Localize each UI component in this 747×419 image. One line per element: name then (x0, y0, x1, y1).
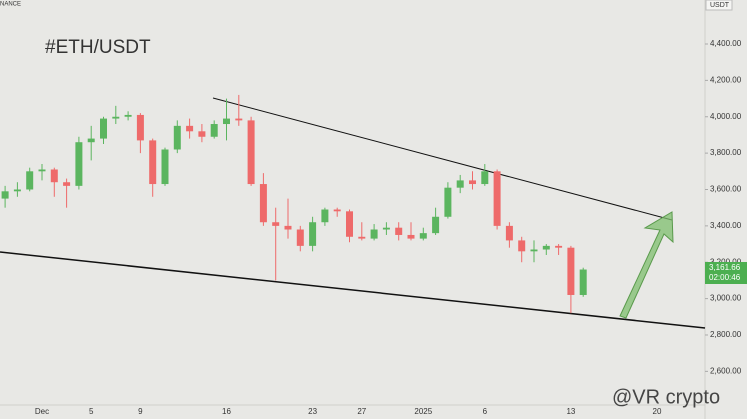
candle-body (272, 222, 280, 226)
candle-body (13, 189, 21, 192)
candle-body (112, 116, 120, 119)
candle-body (186, 125, 194, 132)
candle-body (50, 169, 58, 183)
y-tick-label: 4,400.00 (710, 39, 742, 48)
candle-body (567, 247, 575, 295)
x-tick-label: Dec (35, 407, 49, 416)
y-tick-label: 3,200.00 (710, 257, 742, 266)
candle-body (309, 222, 317, 246)
candle-body (198, 131, 206, 137)
x-tick-label: 2025 (414, 407, 432, 416)
candle-body (296, 229, 304, 246)
candle-body (395, 227, 403, 235)
candle-body (100, 118, 107, 139)
candle-body (149, 140, 157, 185)
x-tick-label: 23 (308, 407, 317, 416)
x-tick-label: 16 (222, 407, 231, 416)
trend-line-upper (212, 97, 673, 221)
candle-body (530, 249, 538, 252)
candle-body (481, 171, 489, 185)
x-tick-label: 20 (653, 407, 662, 416)
y-tick-label: 3,800.00 (710, 148, 742, 157)
candle-body (210, 124, 218, 137)
y-tick-label: 2,600.00 (710, 366, 742, 375)
candle-body (173, 125, 181, 150)
candle-body (505, 225, 513, 241)
last-price: 3,161.66 (709, 263, 741, 272)
candle-body (124, 114, 132, 117)
candle-body (223, 118, 230, 125)
candle-body (493, 171, 501, 226)
candle-body (161, 149, 169, 185)
candle-body (259, 184, 267, 223)
y-tick-label: 4,200.00 (710, 75, 742, 84)
x-tick-label: 6 (483, 407, 488, 416)
y-tick-label: 3,400.00 (710, 221, 742, 230)
candle-body (247, 120, 255, 185)
x-tick-label: 13 (566, 407, 575, 416)
candle-body (38, 169, 46, 172)
watermark: @VR crypto (612, 386, 720, 408)
chart-title: #ETH/USDT (45, 37, 151, 58)
candle-body (284, 225, 292, 230)
candle-body (75, 142, 83, 186)
candle-body (542, 245, 550, 250)
candle-body (555, 245, 563, 248)
trend-line-lower (0, 251, 706, 329)
candle-body (456, 180, 464, 188)
y-tick-label: 2,800.00 (710, 330, 742, 339)
candle-body (136, 114, 144, 141)
x-tick-label: 5 (89, 407, 94, 416)
candle-body (382, 227, 390, 230)
y-tick-label: 3,600.00 (710, 185, 742, 194)
candle-body (333, 209, 341, 212)
candle-body (444, 187, 452, 217)
candle-body (419, 233, 427, 239)
candle-body (1, 191, 9, 199)
currency-box (705, 0, 733, 11)
candle-body (87, 138, 95, 143)
candle-body (26, 171, 34, 190)
candle-body (469, 180, 476, 185)
candle-body (579, 269, 587, 295)
price-tag (705, 262, 747, 284)
candle-body (358, 236, 366, 239)
candle-body (432, 216, 440, 234)
y-tick-label: 4,000.00 (710, 112, 742, 121)
x-tick-label: 27 (357, 407, 366, 416)
currency: USDT (710, 2, 730, 9)
candle-body (370, 229, 378, 239)
arrow (619, 211, 674, 319)
candle-body (407, 234, 415, 239)
candle-body (518, 240, 526, 252)
x-tick-label: 9 (138, 407, 143, 416)
candle-body (321, 209, 329, 223)
candle-body (346, 211, 353, 237)
candle-body (235, 118, 243, 121)
exchange: NANCE (0, 2, 21, 8)
y-tick-label: 3,000.00 (710, 294, 742, 303)
countdown: 02:00:46 (709, 273, 741, 282)
candle-body (63, 182, 71, 186)
